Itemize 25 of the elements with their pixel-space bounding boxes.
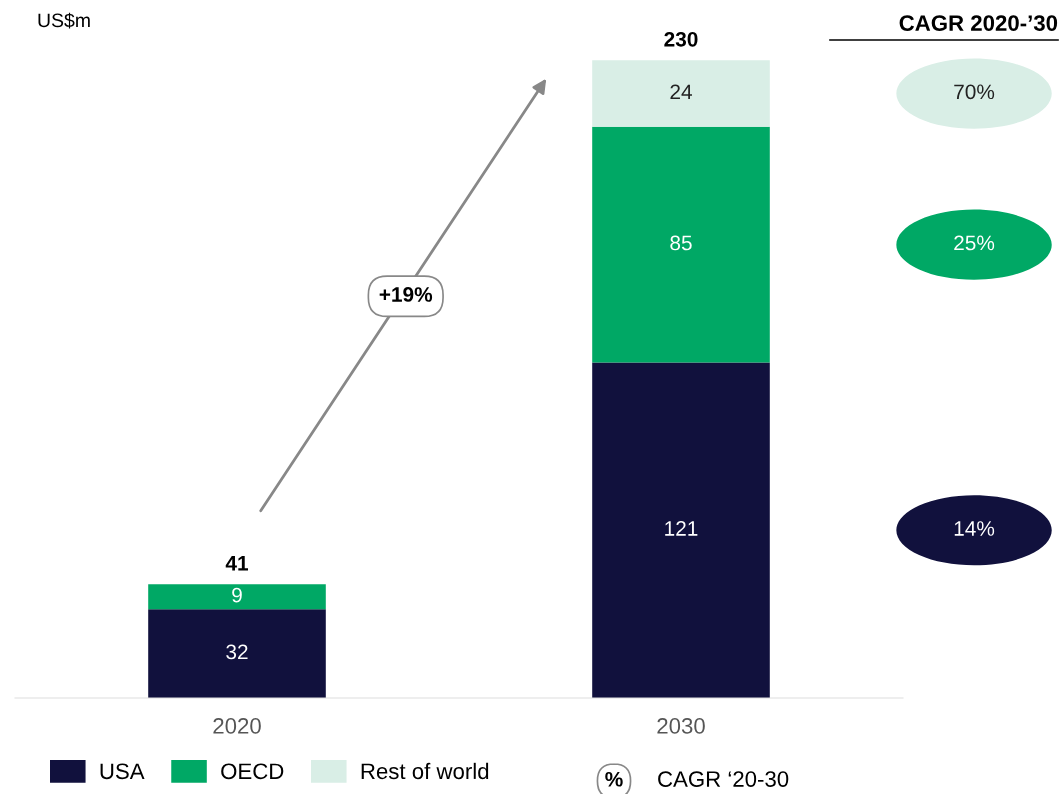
text: US$m [38,12,90,29]
bar [592,126,770,363]
bar [148,609,326,698]
bar [148,584,326,610]
data-label: 32 [226,644,248,660]
x-tick-label: 2020 [213,718,261,734]
total-label: 41 [225,556,249,571]
text: 70% [954,84,995,100]
text: 14% [954,521,995,536]
data-label: 24 [670,84,692,99]
data-label: 121 [665,521,698,536]
bar [592,362,770,698]
bar [592,60,770,127]
legend-label: OECD [221,763,284,780]
total-label: 230 [664,31,698,47]
x-tick-label: 2030 [657,718,705,734]
legend-label: Rest of world [361,762,489,780]
data-label: 9 [232,587,242,603]
data-label: 85 [670,235,692,251]
text: CAGR 2020-’30 [899,15,1058,31]
legend-label: USA [100,763,145,780]
text: CAGR ‘20-30 [658,771,789,787]
annotation: +19% [379,287,433,302]
text: 25% [954,235,995,251]
text: % [605,771,623,787]
